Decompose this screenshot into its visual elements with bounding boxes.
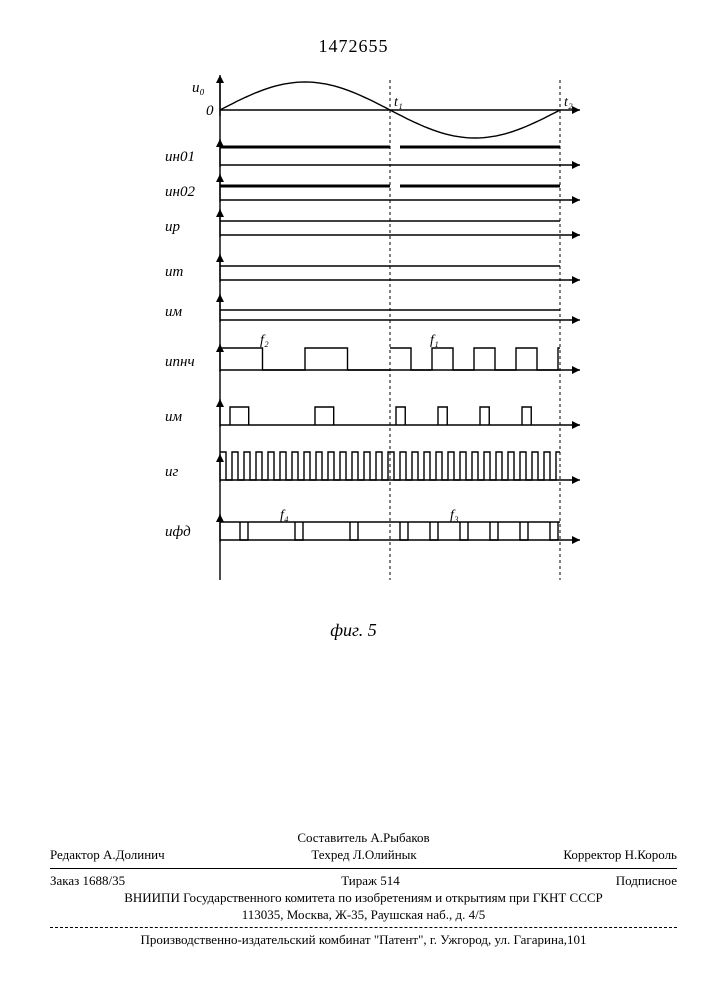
- svg-text:u₀: u₀: [192, 80, 205, 96]
- svg-text:f₄: f₄: [280, 508, 289, 523]
- timing-diagram-svg: u₀0t₁t₂ttuн01tuн02tuрtuтtuмtuпнчf₂f₁tuмt…: [160, 70, 580, 610]
- svg-text:uн01: uн01: [165, 149, 195, 165]
- svg-text:t₁: t₁: [394, 95, 403, 110]
- editor-line: Редактор А.Долинич: [50, 847, 165, 864]
- svg-text:uт: uт: [165, 264, 184, 280]
- svg-text:f₂: f₂: [260, 333, 269, 348]
- svg-text:uм: uм: [165, 304, 183, 320]
- techred-line: Техред Л.Олийнык: [311, 847, 416, 864]
- subscription-line: Подписное: [616, 873, 677, 890]
- compiler-line: Составитель А.Рыбаков: [50, 830, 677, 847]
- org-line-1: ВНИИПИ Государственного комитета по изоб…: [50, 890, 677, 907]
- corrector-line: Корректор Н.Король: [563, 847, 677, 864]
- svg-text:uпнч: uпнч: [165, 354, 195, 370]
- svg-text:uг: uг: [165, 464, 179, 480]
- svg-text:t₂: t₂: [564, 95, 573, 110]
- svg-text:uн02: uн02: [165, 184, 195, 200]
- svg-text:0: 0: [206, 103, 214, 119]
- imprint-footer: Составитель А.Рыбаков Редактор А.Долинич…: [50, 830, 677, 949]
- patent-number: 1472655: [0, 36, 707, 57]
- figure-caption: фиг. 5: [0, 620, 707, 641]
- order-line: Заказ 1688/35: [50, 873, 125, 890]
- printer-line: Производственно-издательский комбинат "П…: [50, 932, 677, 949]
- org-line-2: 113035, Москва, Ж-35, Раушская наб., д. …: [50, 907, 677, 924]
- timing-diagram-figure: u₀0t₁t₂ttuн01tuн02tuрtuтtuмtuпнчf₂f₁tuмt…: [160, 70, 580, 620]
- svg-text:uм: uм: [165, 409, 183, 425]
- svg-text:f₃: f₃: [450, 508, 459, 523]
- svg-text:f₁: f₁: [430, 333, 439, 348]
- svg-text:uр: uр: [165, 219, 181, 235]
- svg-text:uфд: uфд: [165, 524, 191, 540]
- circulation-line: Тираж 514: [341, 873, 400, 890]
